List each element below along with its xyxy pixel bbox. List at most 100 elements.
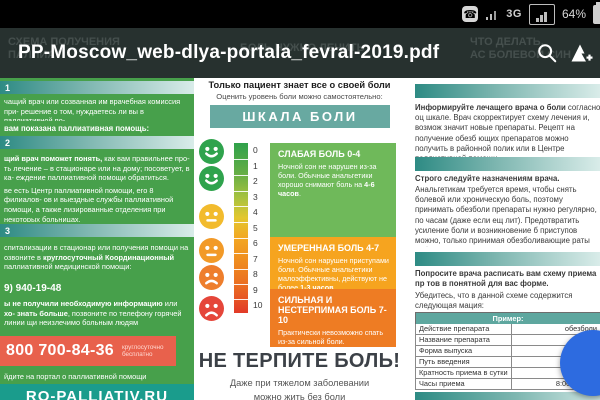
pain-face-uneasy xyxy=(199,238,224,263)
right-paragraph-2: Анальгетикам требуется время, чтобы снят… xyxy=(415,185,600,247)
coordination-phone-number: 9) 940-19-48 xyxy=(4,284,62,294)
right-paragraph-1-rest: согласно оц шкале. Врач скорректирует сх… xyxy=(415,103,600,157)
pain-face-neutral xyxy=(199,204,224,229)
right-paragraph-3-rest: Убедитесь, что в данной схеме содержится… xyxy=(415,291,573,311)
moderate-pain-text: Ночной сон нарушен приступами боли. Обыч… xyxy=(278,256,389,292)
middle-column-pain-scale: Только пациент знает все о своей боли Оц… xyxy=(194,78,405,400)
left-paragraph-3-bold: круглосуточный Координационный xyxy=(43,252,175,262)
right-column-instructions: Информируйте лечащего врача о боли согла… xyxy=(405,78,600,400)
severe-pain-block: СИЛЬНАЯ И НЕСТЕРПИМАЯ БОЛЬ 7-10 Практиче… xyxy=(270,289,396,377)
right-paragraph-1: Информируйте лечащего врача о боли согла… xyxy=(415,103,600,157)
pain-title: Только пациент знает все о своей боли xyxy=(208,80,391,90)
scale-number-3: 3 xyxy=(253,192,258,202)
mild-pain-block: СЛАБАЯ БОЛЬ 0-4 Ночной сон не нарушен из… xyxy=(270,143,396,237)
right-bar-2 xyxy=(415,157,600,171)
hotline-intro: ы не получили необходимую информацию или… xyxy=(4,299,190,331)
pain-face-sad xyxy=(199,265,224,290)
ghost-header-left: СХЕМА ПОЛУЧЕНИЯ ПАЛЛИАТ xyxy=(8,36,120,61)
right-paragraph-2-post: , строго по схеме, определенн чом. xyxy=(415,246,593,247)
row-label: Название препарата xyxy=(416,335,512,345)
wifi-signal-box-icon xyxy=(528,3,555,25)
right-bar-3 xyxy=(415,252,600,266)
right-paragraph-2-pre: Анальгетикам требуется время, чтобы снят… xyxy=(415,185,597,246)
hotline-intro-bold: ы не получили необходимую информацию xyxy=(4,299,163,308)
scale-number-6: 6 xyxy=(253,238,258,248)
status-bar: ☎ 3G 64% xyxy=(0,0,600,28)
mild-pain-text: Ночной сон не нарушен из-за боли. Обычны… xyxy=(278,162,377,198)
battery-percent-label: 64% xyxy=(561,7,586,21)
ghost-header-middle: БОЛЬ НУЖНО ЛЕЧИТЬ xyxy=(240,42,365,54)
right-heading-2: Строго следуйте назначениям врача. xyxy=(415,174,560,183)
step-number-2: 2 xyxy=(5,137,11,148)
pain-scale-color-strip xyxy=(234,143,248,313)
step-number-3: 3 xyxy=(5,225,11,236)
right-paragraph-1-bold: Информируйте лечащего врача о боли xyxy=(415,103,566,112)
severe-pain-title: СИЛЬНАЯ И НЕСТЕРПИМАЯ БОЛЬ 7-10 xyxy=(278,295,387,325)
document-filename: PP-Moscow_web-dlya-portala_fevral-2019.p… xyxy=(18,42,440,63)
pdf-viewer-toolbar: СХЕМА ПОЛУЧЕНИЯ ПАЛЛИАТ БОЛЬ НУЖНО ЛЕЧИТ… xyxy=(0,28,600,78)
left-paragraph-2-rest: как вам правильнее про- ть лечение – в с… xyxy=(4,154,190,183)
cell-signal-small-icon xyxy=(485,8,499,20)
left-paragraph-2-lead: щий врач поможет понять, xyxy=(4,154,103,163)
right-paragraph-2-bold: заблаговременно xyxy=(415,246,483,247)
pain-face-happy-2 xyxy=(199,166,224,191)
pain-face-happy-1 xyxy=(199,139,224,164)
search-icon[interactable] xyxy=(530,33,564,73)
portal-text: йдите на портал о паллиативной помощи xyxy=(4,372,147,381)
left-paragraph-3-pre: спитализации в стационар или получения п… xyxy=(4,243,189,262)
scale-number-10: 10 xyxy=(253,300,263,310)
moderate-pain-title: УМЕРЕННАЯ БОЛЬ 4-7 xyxy=(278,243,380,253)
hotline-phone-number: 800 700-84-36 xyxy=(6,342,114,359)
active-call-icon: ☎ xyxy=(462,6,479,22)
severe-pain-text: Никакие ранее назначенные средства не по… xyxy=(278,350,374,377)
moderate-pain-block: УМЕРЕННАЯ БОЛЬ 4-7 Ночной сон нарушен пр… xyxy=(270,237,396,292)
left-paragraph-2: щий врач поможет понять, как вам правиль… xyxy=(4,154,190,222)
scale-number-1: 1 xyxy=(253,161,258,171)
right-paragraph-3-bold: Попросите врача расписать вам схему прие… xyxy=(415,269,597,289)
scale-number-2: 2 xyxy=(253,176,258,186)
hotline-number-block: 800 700-84-36 круглосуточно бесплатно xyxy=(0,336,176,366)
table-row: Название препарата xyxy=(415,335,600,346)
table-header: Пример: xyxy=(415,312,600,324)
right-bar-1 xyxy=(415,84,600,98)
adobe-acrobat-icon[interactable] xyxy=(564,33,598,73)
row-label: Часы приема xyxy=(416,379,512,389)
dont-tolerate-pain-banner: НЕ ТЕРПИТЕ БОЛЬ! xyxy=(198,350,401,372)
pain-subtitle: Оценить уровень боли можно самостоятельн… xyxy=(216,92,383,101)
mild-pain-title: СЛАБАЯ БОЛЬ 0-4 xyxy=(278,149,361,159)
hotline-intro-mid: или xyxy=(162,299,178,308)
hotline-intro-rest: , позвоните по телефону горячей линии щи… xyxy=(4,308,182,328)
scale-number-7: 7 xyxy=(253,254,258,264)
left-column-palliative-scheme: 1 чащий врач или созванная им врачебная … xyxy=(0,78,194,400)
scale-number-5: 5 xyxy=(253,223,258,233)
scale-number-4: 4 xyxy=(253,207,258,217)
pain-scale-header: ШКАЛА БОЛИ xyxy=(210,105,390,128)
scale-number-0: 0 xyxy=(253,145,258,155)
battery-icon xyxy=(593,1,600,24)
banner-subtitle-1: Даже при тяжелом заболевании xyxy=(229,378,370,388)
portal-site-block: RO-PALLIATIV.RU xyxy=(0,384,194,400)
right-bar-bottom xyxy=(415,392,600,400)
step-bar-2: 2 xyxy=(0,136,194,149)
banner-subtitle-2: можно жить без боли xyxy=(253,392,346,400)
hotline-note: круглосуточно бесплатно xyxy=(122,343,164,359)
row-label: Путь введения xyxy=(416,357,512,367)
table-row: Действие препарата обезболи xyxy=(415,324,600,335)
pain-face-crying xyxy=(199,296,224,321)
left-bold-line: вам показана паллиативная помощь: xyxy=(4,124,150,133)
left-paragraph-2b: ве есть Центр паллиативной помощи, его 8… xyxy=(4,185,174,222)
network-type-label: 3G xyxy=(506,8,522,20)
ghost-header-right: ЧТО ДЕЛАТЬ, АС БОЛЕВОЙ СИН xyxy=(470,36,571,61)
left-paragraph-3: спитализации в стационар или получения п… xyxy=(4,243,190,281)
scale-number-9: 9 xyxy=(253,285,258,295)
left-paragraph-1: чащий врач или созванная им врачебная ко… xyxy=(4,97,181,121)
step-bar-1: 1 xyxy=(0,81,194,94)
step-bar-3: 3 xyxy=(0,224,194,237)
left-paragraph-3-post: паллиативной медицинской помощи: xyxy=(4,262,132,272)
row-label: Действие препарата xyxy=(416,324,512,334)
row-label: Кратность приема в сутки xyxy=(416,368,512,378)
row-label: Форма выпуска xyxy=(416,346,512,356)
hotline-intro-bold2: хо- знать больше xyxy=(4,308,68,318)
severe-pain-line1: Практически невозможно спать из-за сильн… xyxy=(278,328,384,346)
